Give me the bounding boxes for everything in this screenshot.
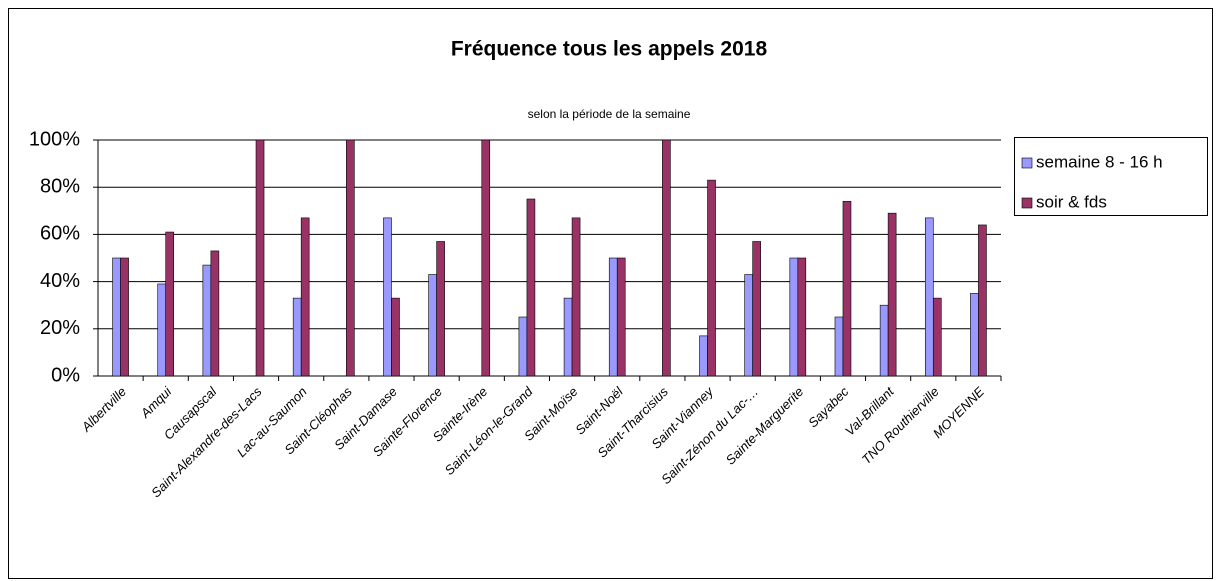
- bar: [887, 212, 897, 377]
- bar: [834, 316, 844, 377]
- bar: [112, 257, 121, 377]
- bar: [292, 297, 302, 377]
- bar: [924, 217, 934, 377]
- bar: [879, 304, 889, 377]
- y-tick-label: 80%: [40, 175, 80, 197]
- bar: [932, 297, 942, 377]
- bar: [518, 316, 528, 377]
- y-tick-label: 40%: [40, 270, 80, 292]
- y-tick-label: 100%: [29, 128, 80, 150]
- bar: [608, 257, 618, 377]
- bar: [707, 179, 716, 377]
- bar: [752, 241, 761, 377]
- bar: [481, 139, 491, 377]
- bar: [842, 201, 852, 377]
- bar: [797, 257, 807, 377]
- legend-box: [1014, 137, 1208, 216]
- bar: [428, 274, 437, 377]
- bar: [970, 293, 979, 377]
- bar: [346, 139, 355, 377]
- bar: [526, 198, 536, 377]
- legend-swatch: [1021, 157, 1033, 169]
- y-tick-label: 20%: [40, 317, 80, 339]
- bar: [157, 283, 167, 377]
- y-tick-label: 0%: [51, 364, 80, 386]
- bar: [699, 335, 708, 377]
- bar: [662, 139, 671, 377]
- y-tick-label: 60%: [40, 223, 80, 245]
- chart-subtitle: selon la période de la semaine: [528, 107, 691, 121]
- bar: [978, 224, 987, 377]
- bar: [563, 297, 573, 377]
- bar: [744, 274, 753, 377]
- bar: [210, 250, 220, 377]
- bar: [255, 139, 265, 377]
- legend-label: semaine 8 - 16 h: [1036, 152, 1163, 171]
- bar: [300, 217, 310, 377]
- bar: [165, 231, 175, 377]
- bar: [789, 257, 799, 377]
- bar: [383, 217, 392, 377]
- bar: [616, 257, 626, 377]
- bar: [571, 217, 581, 377]
- chart-title: Fréquence tous les appels 2018: [451, 38, 768, 61]
- legend-label: soir & fds: [1036, 192, 1107, 211]
- bar: [391, 297, 400, 377]
- bar: [436, 241, 445, 377]
- bar: [120, 257, 129, 377]
- bar: [202, 264, 212, 377]
- legend-swatch: [1021, 197, 1033, 209]
